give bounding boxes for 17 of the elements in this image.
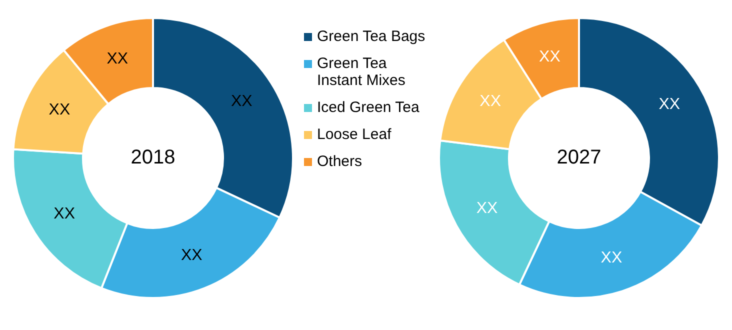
data-label: XX (480, 93, 502, 110)
data-label: XX (600, 249, 622, 266)
text: 2027 (556, 146, 602, 169)
data-label: XX (539, 48, 561, 66)
data-label: XX (106, 50, 128, 68)
legend-label: Iced Green Tea (317, 99, 420, 116)
legend-label: Green Tea Bags (317, 28, 426, 45)
data-label: XX (54, 206, 76, 223)
data-label: XX (658, 96, 680, 113)
data-label: XX (180, 247, 203, 264)
legend-label: Others (317, 153, 362, 170)
legend-label: Green Tea Instant Mixes (317, 55, 406, 89)
text: 2018 (130, 146, 176, 169)
data-label: XX (48, 102, 70, 119)
data-label: XX (476, 200, 498, 217)
legend-label: Loose Leaf (317, 126, 392, 143)
data-label: XX (230, 93, 253, 110)
